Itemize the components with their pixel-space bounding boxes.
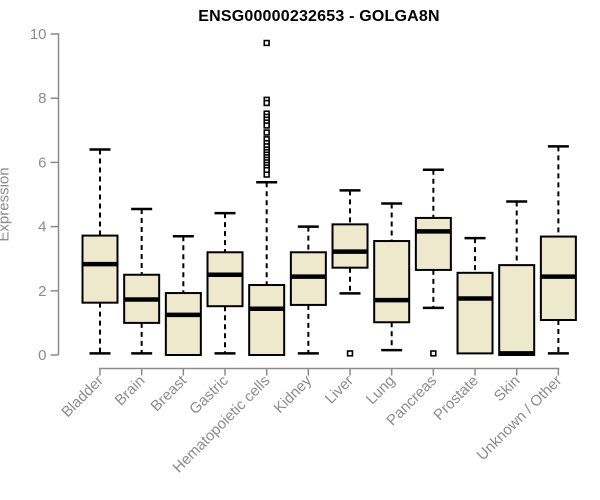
box [164, 292, 202, 356]
boxplot-bladder [81, 148, 119, 355]
boxplot-unknown-other [539, 145, 577, 355]
boxplot-liver [331, 189, 369, 357]
y-axis-label: Expression [0, 167, 13, 242]
y-tick-label: 2 [38, 283, 46, 300]
box [331, 223, 369, 269]
box [456, 271, 494, 355]
boxplot-lung [373, 202, 411, 352]
x-tick-label: Brain [112, 372, 149, 409]
outlier-point [263, 39, 270, 47]
x-tick-label: Kidney [271, 372, 316, 417]
x-tick-label: Skin [491, 372, 524, 405]
outlier-point [263, 99, 270, 107]
x-tick-label: Liver [322, 372, 357, 407]
outlier-point [346, 350, 354, 357]
y-tick-label: 6 [38, 154, 46, 171]
outlier-point [263, 129, 270, 136]
y-tick-label: 4 [38, 219, 46, 236]
y-tick-label: 0 [38, 347, 46, 364]
x-tick-label: Breast [147, 372, 190, 415]
boxplot-breast [164, 234, 202, 356]
outlier-point [430, 350, 437, 357]
boxplot-skin [498, 200, 536, 356]
y-tick-label: 8 [38, 90, 46, 107]
outlier-point [263, 171, 270, 178]
boxplot-prostate [456, 236, 494, 355]
boxplot-kidney [289, 225, 327, 355]
boxplot-brain [123, 207, 161, 355]
boxplot-gastric [206, 211, 244, 355]
box [373, 240, 411, 324]
boxplot-hematopoietic-cells [248, 39, 286, 356]
x-tick-label: Bladder [58, 372, 107, 421]
x-tick-label: Prostate [430, 372, 482, 424]
boxplot-pancreas [414, 168, 452, 357]
box [81, 234, 119, 304]
y-tick-label: 10 [30, 26, 47, 43]
x-tick-label: Lung [363, 372, 399, 408]
box [248, 284, 286, 356]
outlier-point [263, 122, 270, 129]
box [414, 216, 452, 271]
chart-title: ENSG00000232653 - GOLGA8N [198, 8, 440, 25]
box [206, 251, 244, 308]
box [498, 264, 536, 356]
